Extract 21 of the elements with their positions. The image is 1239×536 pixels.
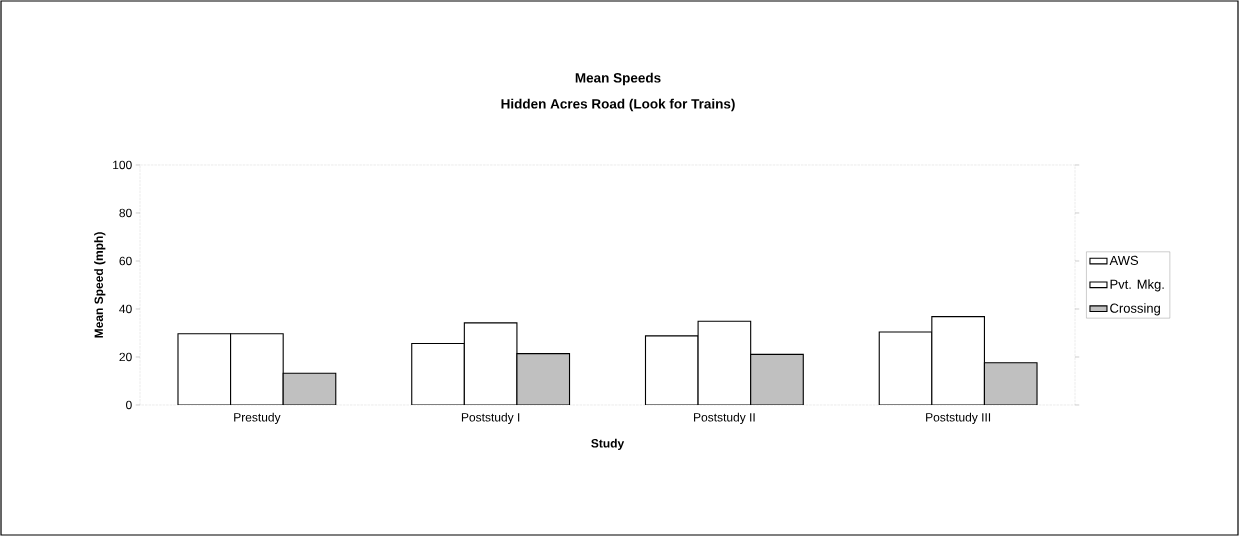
bar [983, 362, 1038, 405]
chart-title: Mean Speeds [575, 72, 661, 86]
bar [282, 372, 337, 405]
legend-label: Pvt. Mkg. [1110, 279, 1164, 292]
y-tick-label: 20 [119, 352, 132, 362]
bar [516, 353, 571, 405]
y-tick-label: 0 [126, 400, 132, 410]
legend-label: AWS [1109, 255, 1139, 265]
legend-label: Crossing [1110, 303, 1160, 316]
x-tick-label: Poststudy III [926, 412, 991, 424]
y-axis-title: Mean Speed (mph) [94, 232, 106, 338]
x-tick-label: Poststudy I [461, 412, 520, 424]
y-tick-label: 80 [119, 208, 132, 218]
y-tick-label: 100 [113, 160, 132, 170]
y-tick-label: 60 [119, 256, 132, 266]
x-tick-label: Prestudy [234, 412, 281, 424]
x-tick-label: Poststudy II [694, 412, 755, 424]
chart-subtitle: Hidden Acres Road (Look for Trains) [501, 98, 735, 112]
x-axis-title: Study [591, 438, 625, 450]
y-tick-label: 40 [119, 304, 132, 314]
bar [750, 353, 804, 405]
